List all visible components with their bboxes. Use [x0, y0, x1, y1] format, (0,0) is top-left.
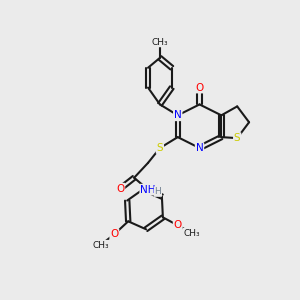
Text: O: O [174, 220, 182, 230]
Text: N: N [174, 110, 182, 120]
Text: NH: NH [140, 184, 156, 195]
Text: S: S [157, 143, 163, 153]
Text: CH₃: CH₃ [183, 229, 200, 238]
Text: O: O [116, 184, 124, 194]
Text: O: O [195, 82, 204, 93]
Text: N: N [196, 143, 203, 153]
Text: CH₃: CH₃ [152, 38, 168, 46]
Text: S: S [234, 133, 241, 143]
Text: O: O [110, 229, 118, 239]
Text: CH₃: CH₃ [92, 241, 109, 250]
Text: H: H [154, 187, 161, 196]
